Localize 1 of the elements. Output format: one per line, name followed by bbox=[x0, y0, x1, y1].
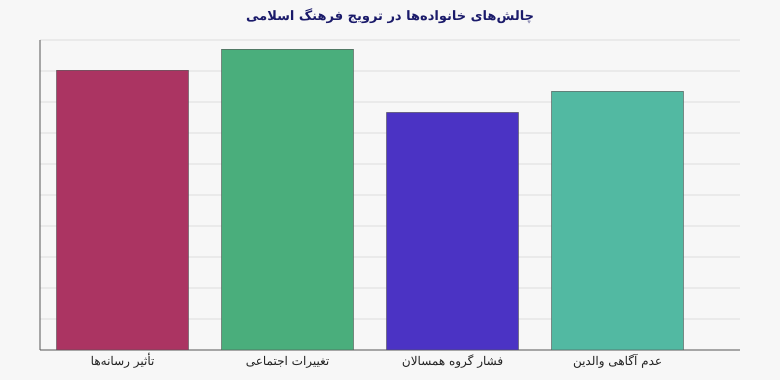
title: چالش‌های خانواده‌ها در ترویج فرهنگ اسلامی bbox=[246, 9, 534, 24]
